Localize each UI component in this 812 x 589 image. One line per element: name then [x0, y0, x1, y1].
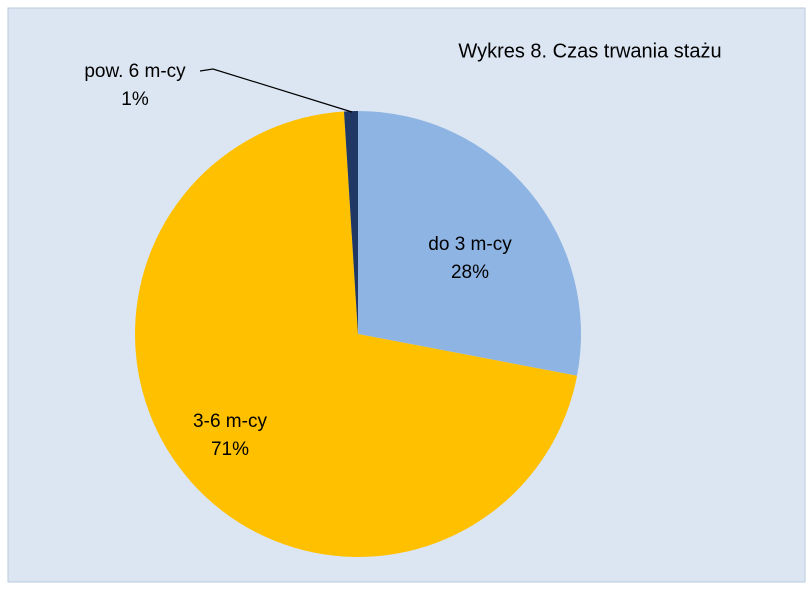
- pie-slice: [358, 111, 581, 376]
- slice-label: 3-6 m-cy: [193, 411, 267, 432]
- pie-slice: [343, 111, 358, 334]
- slice-value-label: 71%: [211, 439, 249, 460]
- slice-value-label: 1%: [121, 89, 149, 110]
- slice-value-label: 28%: [451, 262, 489, 283]
- slice-label: pow. 6 m-cy: [84, 61, 186, 82]
- chart-title: Wykres 8. Czas trwania stażu: [458, 40, 721, 62]
- slice-label: do 3 m-cy: [428, 234, 512, 255]
- leader-line: [199, 68, 353, 113]
- pie-slice: [135, 111, 578, 558]
